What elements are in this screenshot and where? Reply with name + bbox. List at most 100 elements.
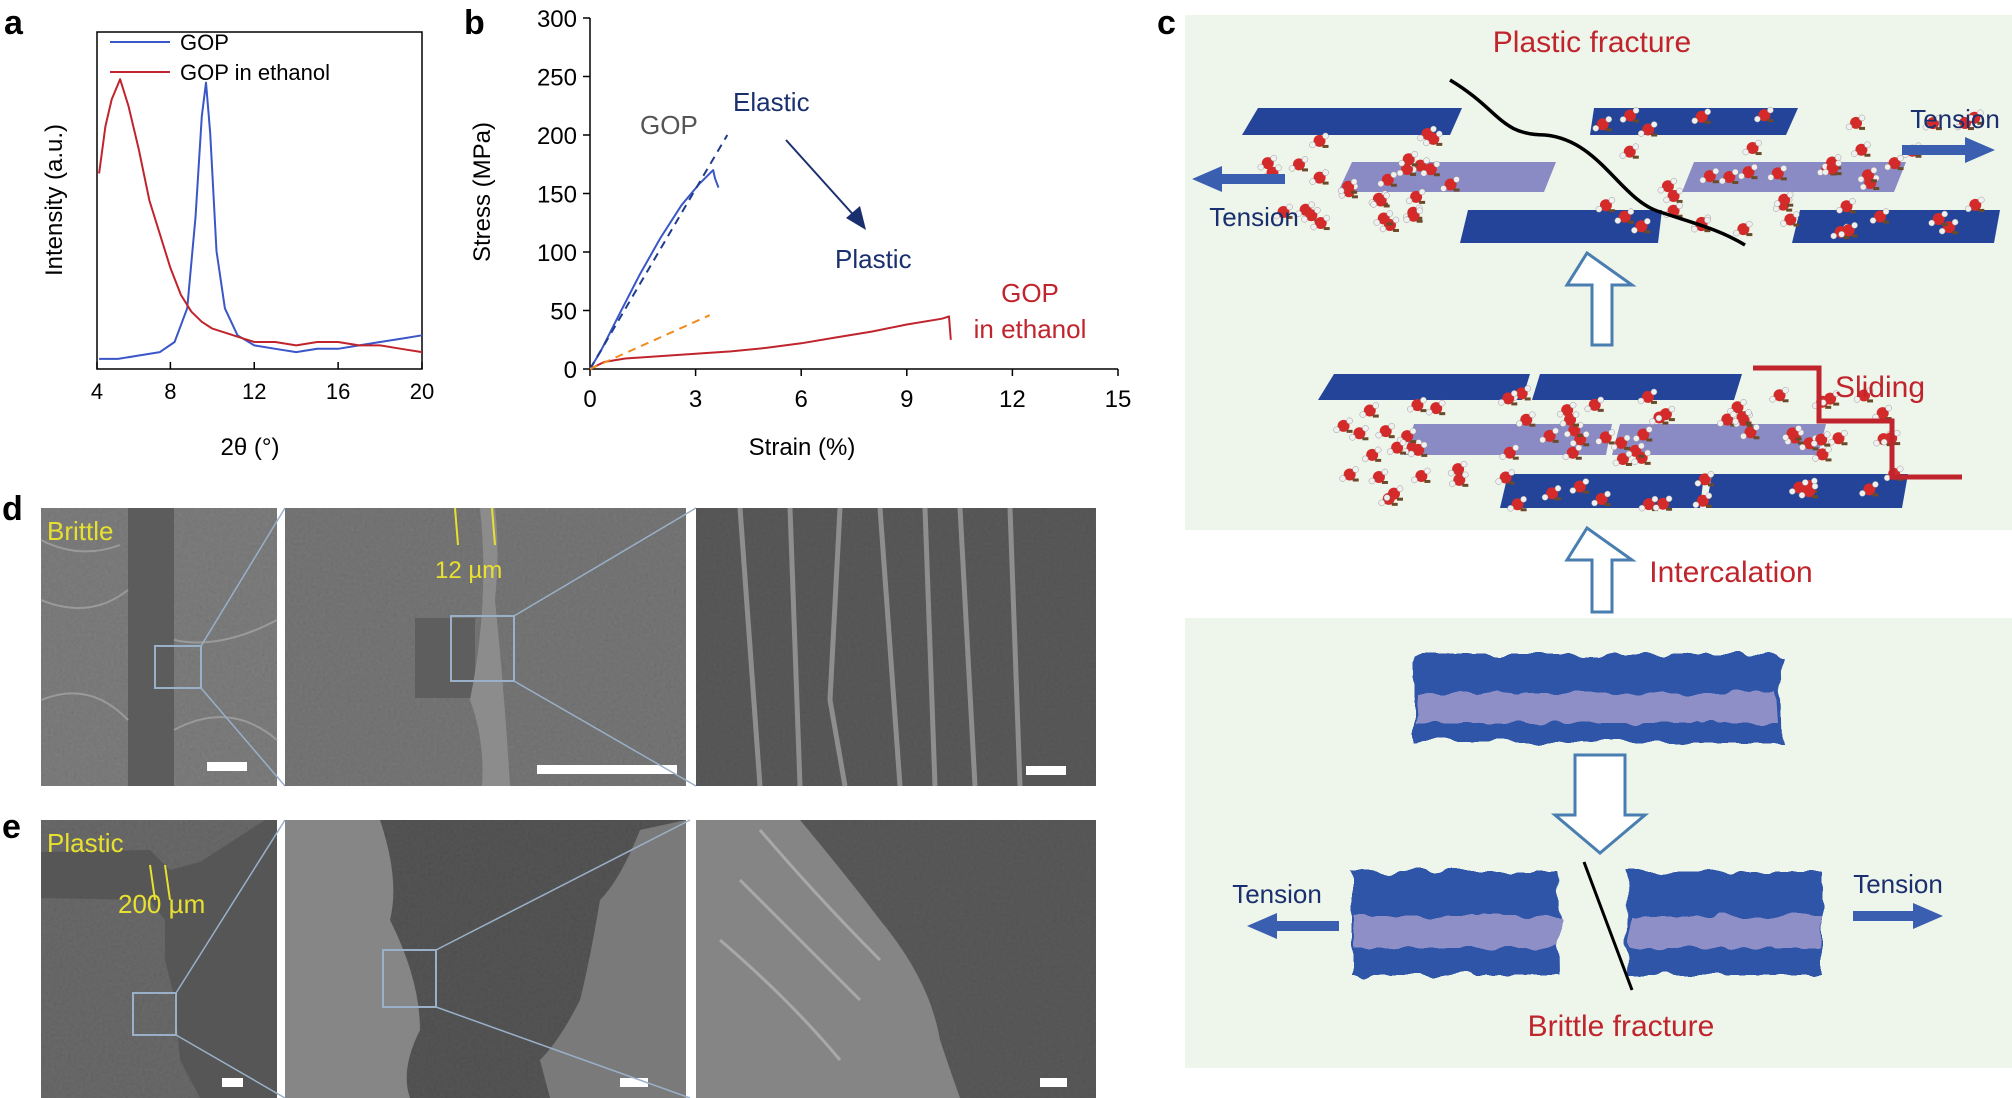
- water-molecule: [1383, 485, 1404, 501]
- water-molecule: [1516, 411, 1536, 427]
- water-molecule: [1655, 405, 1676, 422]
- water-molecule: [1812, 446, 1832, 462]
- water-molecule: [1810, 431, 1831, 447]
- water-molecule: [1349, 425, 1369, 441]
- water-molecule: [1663, 187, 1683, 204]
- water-molecule: [1954, 114, 1975, 131]
- brittle-piece-left: [1352, 872, 1560, 975]
- water-molecule: [1386, 439, 1407, 455]
- y-tick-label: 50: [550, 299, 577, 326]
- water-molecule: [1619, 107, 1640, 123]
- water-molecule: [1449, 471, 1469, 488]
- sliding-multilayer: [1318, 374, 1908, 512]
- tension-label-bottom-left: Tension: [1232, 879, 1322, 909]
- x-tick-label: 9: [900, 386, 913, 413]
- annotation-elastic: Elastic: [733, 87, 810, 117]
- intercalated-molecules-top: [1257, 106, 1985, 240]
- x-tick-label: 6: [795, 386, 808, 413]
- plastic-fracture-label: Plastic fracture: [1493, 26, 1691, 59]
- x-tick-label: 3: [689, 386, 702, 413]
- panel-a-x-ticks: 4 8 12 16 20: [91, 362, 434, 404]
- panel-a-legend: GOP GOP in ethanol: [110, 30, 330, 85]
- tension-label-top-left: Tension: [1209, 202, 1299, 232]
- series-line-2: [589, 134, 729, 370]
- water-molecule: [1541, 485, 1562, 501]
- zoom-box: [382, 949, 437, 1008]
- plastic-tag: Plastic: [47, 828, 124, 858]
- scale-bar: [207, 762, 247, 771]
- panel-d-sem-row: Brittle 12 µm: [40, 507, 1096, 787]
- intact-laminate: [1412, 654, 1782, 742]
- water-molecule: [1405, 188, 1426, 205]
- sem-e2: [285, 820, 686, 1098]
- fracture-line: [1449, 78, 1746, 247]
- water-molecule: [1592, 116, 1613, 132]
- water-molecule: [1407, 396, 1427, 413]
- water-molecule: [1798, 483, 1819, 499]
- water-molecule: [1569, 478, 1590, 494]
- panel-e-sem-row: Plastic 200 µm: [41, 819, 1096, 1098]
- panel-d-label: d: [2, 490, 23, 528]
- water-molecule: [1562, 444, 1583, 460]
- water-molecule: [1425, 399, 1446, 416]
- sheet-a: [1318, 374, 1530, 400]
- water-molecule: [1637, 121, 1658, 137]
- water-molecule: [1309, 169, 1329, 185]
- water-molecule: [1694, 471, 1715, 487]
- water-molecule: [1495, 469, 1515, 485]
- tension-label-top-right: Tension: [1910, 104, 2000, 134]
- zoom-line: [175, 1034, 286, 1098]
- y-tick-label: 300: [537, 6, 577, 33]
- water-molecule: [1559, 411, 1580, 427]
- sheet-bottom-left: [1460, 210, 1662, 243]
- sem-e3: [696, 820, 1096, 1098]
- water-molecule: [1273, 203, 1293, 220]
- water-molecule: [1717, 411, 1737, 427]
- water-molecule: [1633, 426, 1653, 442]
- water-molecule: [1836, 198, 1856, 214]
- water-molecule: [1359, 402, 1380, 418]
- up-hollow-arrow-bottom: [1564, 525, 1637, 614]
- water-molecule: [1556, 401, 1577, 418]
- water-molecule: [1614, 208, 1635, 224]
- width-measure-label: 12 µm: [435, 557, 502, 584]
- water-molecule: [1637, 388, 1658, 405]
- panel-c-label: c: [1157, 4, 1176, 42]
- water-molecule: [1310, 214, 1330, 231]
- water-molecule: [1965, 196, 1985, 213]
- y-tick-label: 0: [564, 357, 577, 384]
- water-molecule: [1738, 163, 1758, 180]
- x-tick-label: 16: [326, 379, 350, 404]
- sem-d1: Brittle: [40, 508, 278, 786]
- zoom-line: [200, 687, 286, 787]
- zoom-line: [435, 1006, 691, 1098]
- series-line-3: [589, 314, 711, 370]
- water-molecule: [1595, 196, 1616, 213]
- water-molecule: [1403, 207, 1423, 223]
- water-molecule: [1819, 390, 1840, 406]
- water-molecule: [1411, 467, 1431, 484]
- water-molecule: [1732, 409, 1752, 425]
- panel-b-x-axis-label: Strain (%): [749, 434, 856, 461]
- annotation-in-ethanol: in ethanol: [974, 314, 1087, 344]
- water-molecule: [1440, 176, 1460, 192]
- water-molecule: [1754, 106, 1774, 123]
- water-molecule: [1370, 192, 1390, 208]
- water-molecule: [1612, 450, 1633, 467]
- tension-arrow-bottom-left: [1247, 913, 1339, 939]
- series-line-1: [589, 315, 952, 370]
- x-tick-label: 12: [999, 386, 1026, 413]
- zoom-line: [200, 507, 286, 647]
- water-molecule: [1309, 132, 1329, 149]
- tension-arrow-top-left: [1192, 166, 1285, 192]
- water-molecule: [1652, 495, 1673, 511]
- sheet-d: [1612, 424, 1826, 455]
- water-molecule: [1838, 222, 1858, 238]
- panel-e-label: e: [2, 808, 21, 846]
- y-tick-label: 100: [537, 240, 577, 267]
- water-molecule: [1922, 114, 1943, 131]
- zoom-box: [450, 615, 515, 682]
- panel-b-label: b: [464, 4, 485, 42]
- panel-a-y-axis-label: Intensity (a.u.): [41, 124, 68, 276]
